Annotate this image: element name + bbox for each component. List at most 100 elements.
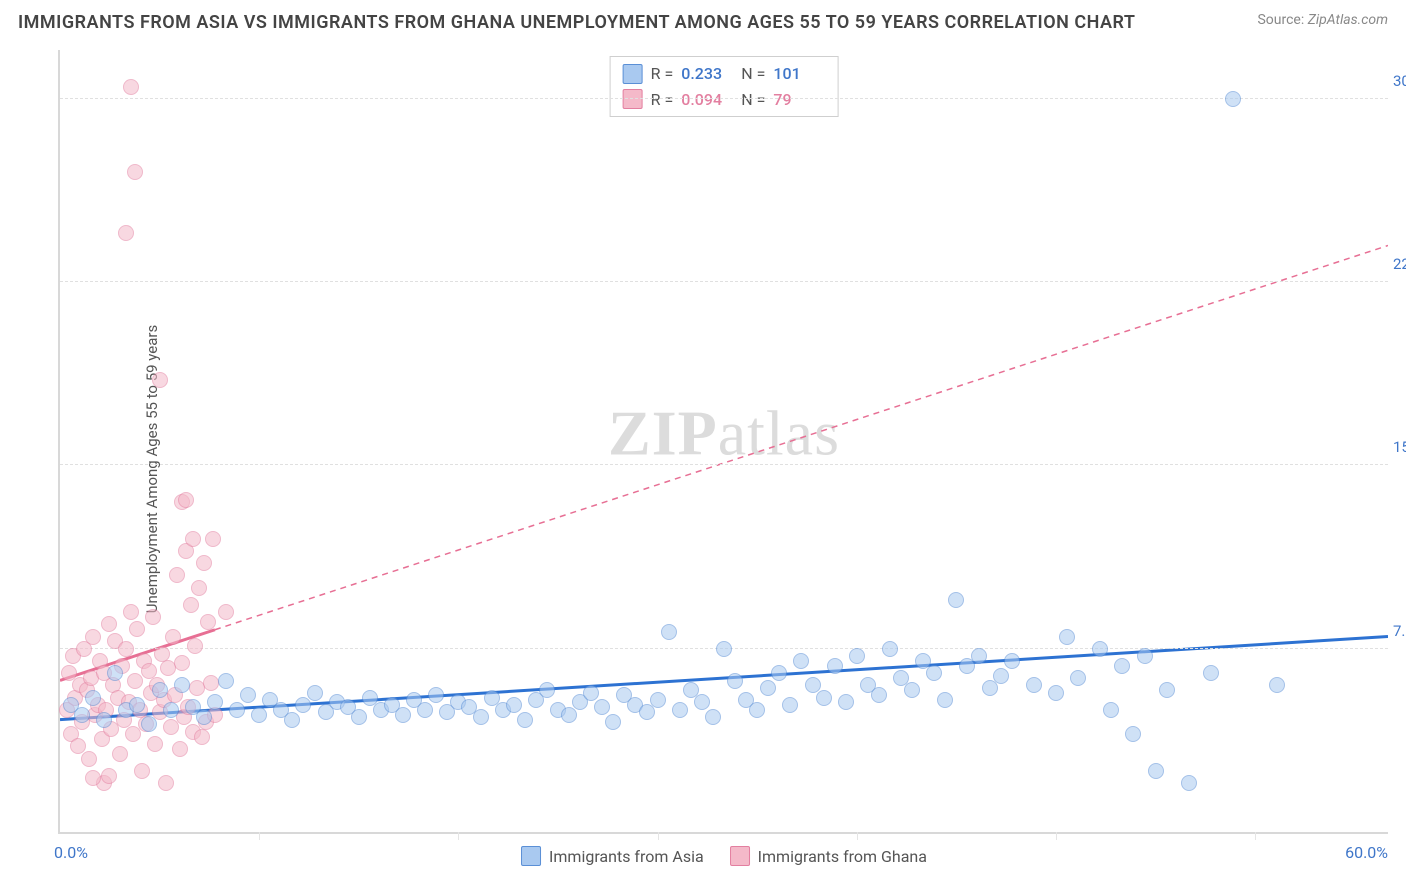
scatter-point-asia xyxy=(517,712,533,728)
scatter-point-asia xyxy=(782,697,798,713)
scatter-point-asia xyxy=(605,714,621,730)
legend-swatch xyxy=(623,89,643,109)
scatter-point-asia xyxy=(937,692,953,708)
scatter-point-asia xyxy=(716,641,732,657)
scatter-point-ghana xyxy=(191,580,207,596)
scatter-point-asia xyxy=(904,682,920,698)
scatter-point-asia xyxy=(1059,629,1075,645)
watermark: ZIPatlas xyxy=(608,397,840,471)
scatter-point-asia xyxy=(1004,653,1020,669)
scatter-point-asia xyxy=(1181,775,1197,791)
scatter-point-asia xyxy=(284,712,300,728)
scatter-point-ghana xyxy=(203,675,219,691)
scatter-point-ghana xyxy=(205,531,221,547)
scatter-point-asia xyxy=(74,707,90,723)
scatter-point-asia xyxy=(152,682,168,698)
y-tick-label: 15.0% xyxy=(1393,438,1406,456)
scatter-point-asia xyxy=(163,702,179,718)
scatter-point-asia xyxy=(1225,91,1241,107)
gridline-horizontal xyxy=(60,281,1388,282)
legend-n-value: 79 xyxy=(773,87,825,113)
x-axis-max-label: 60.0% xyxy=(1345,843,1388,862)
gridline-vertical xyxy=(259,832,260,840)
gridline-vertical xyxy=(458,832,459,840)
scatter-point-ghana xyxy=(165,629,181,645)
scatter-point-asia xyxy=(307,685,323,701)
scatter-point-asia xyxy=(1070,670,1086,686)
scatter-point-asia xyxy=(793,653,809,669)
scatter-point-asia xyxy=(827,658,843,674)
scatter-point-asia xyxy=(1114,658,1130,674)
scatter-point-ghana xyxy=(85,629,101,645)
scatter-point-asia xyxy=(174,677,190,693)
gridline-horizontal xyxy=(60,98,1388,99)
legend-item-label: Immigrants from Asia xyxy=(549,847,704,866)
scatter-point-asia xyxy=(871,687,887,703)
y-tick-label: 7.5% xyxy=(1393,622,1406,640)
scatter-point-asia xyxy=(473,709,489,725)
correlation-legend: R =0.233N =101R = 0.094 N = 79 xyxy=(610,56,839,117)
scatter-point-asia xyxy=(816,690,832,706)
legend-row: R =0.233N =101 xyxy=(623,61,826,87)
scatter-point-asia xyxy=(417,702,433,718)
scatter-point-asia xyxy=(107,665,123,681)
watermark-rest: atlas xyxy=(718,398,840,469)
gridline-vertical xyxy=(857,832,858,840)
scatter-point-asia xyxy=(926,665,942,681)
scatter-point-asia xyxy=(760,680,776,696)
scatter-point-asia xyxy=(218,673,234,689)
scatter-point-asia xyxy=(506,697,522,713)
scatter-point-asia xyxy=(1137,648,1153,664)
scatter-point-ghana xyxy=(218,604,234,620)
scatter-point-asia xyxy=(351,709,367,725)
scatter-point-ghana xyxy=(141,663,157,679)
gridline-vertical xyxy=(1056,832,1057,840)
gridline-vertical xyxy=(658,832,659,840)
scatter-point-asia xyxy=(428,687,444,703)
chart-container: Unemployment Among Ages 55 to 59 years Z… xyxy=(0,46,1406,892)
scatter-point-asia xyxy=(1159,682,1175,698)
source-attribution: Source: ZipAtlas.com xyxy=(1257,12,1388,28)
scatter-point-ghana xyxy=(81,751,97,767)
scatter-point-asia xyxy=(661,624,677,640)
scatter-point-asia xyxy=(251,707,267,723)
scatter-point-asia xyxy=(1269,677,1285,693)
scatter-point-asia xyxy=(207,694,223,710)
scatter-point-asia xyxy=(395,707,411,723)
legend-n-label: N = xyxy=(741,61,765,87)
scatter-point-ghana xyxy=(194,729,210,745)
scatter-point-ghana xyxy=(118,641,134,657)
legend-swatch xyxy=(730,846,750,866)
scatter-point-ghana xyxy=(112,746,128,762)
legend-item: Immigrants from Asia xyxy=(521,846,704,866)
scatter-point-ghana xyxy=(152,372,168,388)
scatter-point-asia xyxy=(96,712,112,728)
legend-r-value: 0.094 xyxy=(681,87,733,113)
scatter-point-asia xyxy=(838,694,854,710)
legend-r-label: R = xyxy=(651,61,674,87)
scatter-point-asia xyxy=(948,592,964,608)
scatter-point-asia xyxy=(694,694,710,710)
scatter-point-asia xyxy=(749,702,765,718)
scatter-point-ghana xyxy=(183,597,199,613)
scatter-point-ghana xyxy=(145,609,161,625)
scatter-point-ghana xyxy=(118,225,134,241)
scatter-point-ghana xyxy=(178,492,194,508)
legend-swatch xyxy=(623,64,643,84)
scatter-point-asia xyxy=(1125,726,1141,742)
scatter-point-asia xyxy=(1092,641,1108,657)
gridline-vertical xyxy=(1255,832,1256,840)
scatter-point-asia xyxy=(705,709,721,725)
scatter-point-asia xyxy=(141,716,157,732)
scatter-point-asia xyxy=(849,648,865,664)
scatter-point-asia xyxy=(882,641,898,657)
legend-r-label: R = xyxy=(651,87,674,113)
scatter-point-asia xyxy=(1026,677,1042,693)
scatter-point-ghana xyxy=(147,736,163,752)
scatter-point-ghana xyxy=(123,79,139,95)
scatter-point-ghana xyxy=(154,646,170,662)
y-tick-label: 22.5% xyxy=(1393,255,1406,273)
scatter-point-asia xyxy=(583,685,599,701)
scatter-point-asia xyxy=(539,682,555,698)
scatter-point-asia xyxy=(1203,665,1219,681)
